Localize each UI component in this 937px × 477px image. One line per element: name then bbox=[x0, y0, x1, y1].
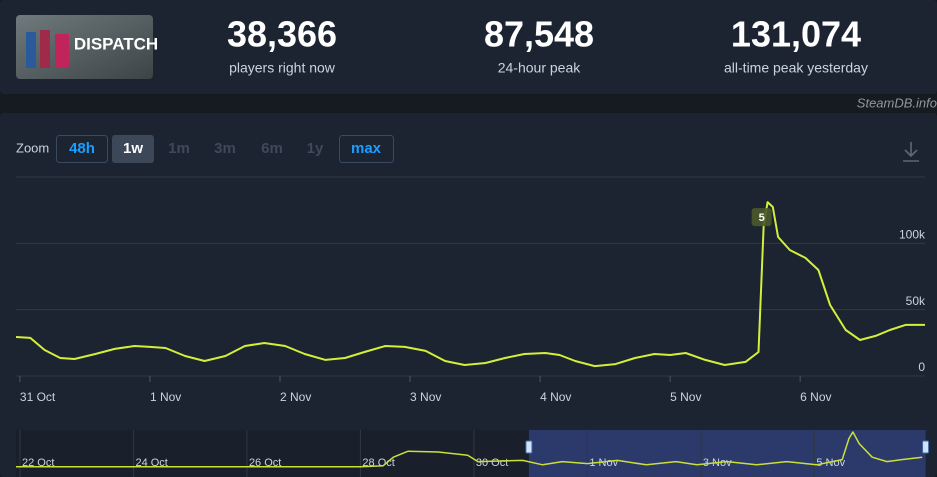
logo-figure bbox=[55, 34, 69, 68]
download-icon[interactable] bbox=[903, 142, 919, 162]
navigator-tick-label: 26 Oct bbox=[249, 457, 281, 469]
zoom-button[interactable]: 48h bbox=[56, 135, 108, 163]
stat-value: 38,366 bbox=[227, 14, 337, 55]
chart-panel bbox=[0, 113, 937, 477]
logo-figure bbox=[26, 32, 36, 68]
navigator-tick-label: 5 Nov bbox=[816, 457, 845, 469]
x-tick-label: 4 Nov bbox=[540, 390, 571, 404]
button-frame[interactable] bbox=[112, 135, 154, 163]
zoom-button[interactable]: 1w bbox=[112, 135, 154, 163]
event-flag bbox=[751, 208, 772, 227]
x-tick-label: 1 Nov bbox=[150, 390, 181, 404]
button-frame[interactable] bbox=[339, 135, 394, 163]
series-line bbox=[16, 431, 923, 468]
navigator-chart: 22 Oct 24 Oct 26 Oct 28 Oct 30 Oct 1 Nov 3 Nov… bbox=[16, 430, 930, 477]
navigator-tick-label: 24 Oct bbox=[135, 457, 167, 469]
logo-image bbox=[16, 15, 153, 79]
button-text[interactable]: 1m bbox=[168, 140, 190, 157]
navigator-tick-label: 22 Oct bbox=[22, 457, 54, 469]
navigator-selection bbox=[528, 430, 926, 477]
logo-figure bbox=[40, 30, 50, 68]
stat-label: all-time peak yesterday bbox=[724, 60, 868, 76]
stats-card bbox=[0, 0, 937, 94]
button-text[interactable]: 1y bbox=[307, 140, 324, 157]
x-tick-label: 2 Nov bbox=[280, 390, 311, 404]
source: SteamDB.info bbox=[857, 95, 937, 110]
game-logo: DISPATCH bbox=[16, 15, 158, 79]
navigator-tick-label: 1 Nov bbox=[589, 457, 618, 469]
x-tick-label: 5 Nov bbox=[670, 390, 701, 404]
main-chart: 0 50k 100k 31 Oct 1 Nov 2 Nov 3 Nov 4 Nov 5 Nov 6… bbox=[15, 201, 926, 404]
button-text[interactable]: max bbox=[351, 140, 382, 157]
event-flag-label: 5 bbox=[759, 212, 765, 224]
navigator-handle bbox=[525, 440, 533, 454]
stat-label: players right now bbox=[229, 60, 336, 76]
zoom-label: Zoom bbox=[16, 140, 49, 155]
zoom-button[interactable]: max bbox=[339, 135, 394, 163]
x-tick-label: 31 Oct bbox=[20, 390, 56, 404]
y-tick-label: 100k bbox=[899, 228, 926, 242]
x-tick-label: 3 Nov bbox=[410, 390, 441, 404]
button-text[interactable]: 3m bbox=[214, 140, 236, 157]
stat-value: 131,074 bbox=[731, 14, 861, 55]
download-glyph[interactable] bbox=[903, 142, 919, 162]
logo-text: DISPATCH bbox=[74, 34, 158, 53]
button-text[interactable]: 1w bbox=[123, 140, 143, 157]
y-tick-label: 50k bbox=[906, 294, 926, 308]
button-text[interactable]: 6m bbox=[261, 140, 283, 157]
stat-value: 87,548 bbox=[484, 14, 594, 55]
stat-label: 24-hour peak bbox=[498, 60, 582, 76]
navigator-handle bbox=[922, 440, 930, 454]
button-text[interactable]: 48h bbox=[69, 140, 95, 157]
x-tick-label: 6 Nov bbox=[800, 390, 831, 404]
series-line bbox=[15, 201, 925, 368]
navigator-tick-label: 30 Oct bbox=[476, 457, 508, 469]
button-frame[interactable] bbox=[56, 135, 108, 163]
y-tick-label: 0 bbox=[918, 360, 925, 374]
